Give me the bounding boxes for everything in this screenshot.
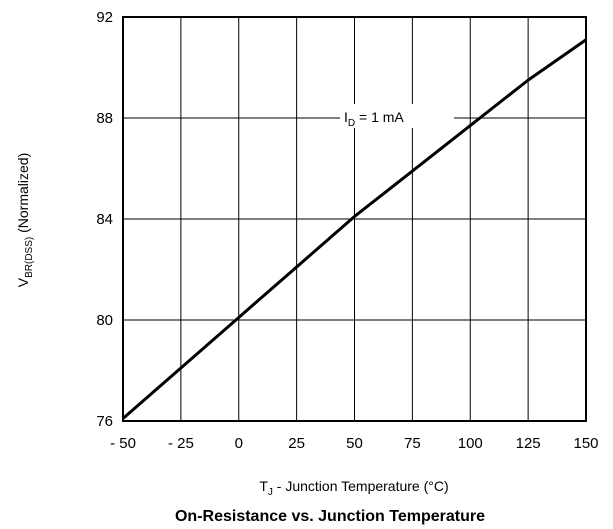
y-tick-label: 84 bbox=[96, 211, 113, 228]
chart-title: On-Resistance vs. Junction Temperature bbox=[175, 508, 485, 525]
x-axis-label-rest: - Junction Temperature (°C) bbox=[273, 478, 449, 494]
y-axis-label-subscript: BR(DSS) bbox=[24, 237, 35, 278]
x-tick-label: - 25 bbox=[168, 435, 194, 452]
x-axis-label-main: T bbox=[259, 478, 268, 494]
y-tick-label: 88 bbox=[96, 110, 113, 127]
x-tick-label: 25 bbox=[288, 435, 305, 452]
x-tick-label: 50 bbox=[346, 435, 363, 452]
annotation-label: ID = 1 mA bbox=[344, 109, 404, 129]
annotation-main: I bbox=[344, 109, 348, 125]
y-axis-label: VBR(DSS) (Normalized) bbox=[15, 153, 35, 287]
y-tick-labels: 76 80 84 88 92 bbox=[96, 9, 113, 430]
x-axis-label: TJ - Junction Temperature (°C) bbox=[259, 478, 448, 498]
grid bbox=[122, 16, 587, 422]
y-tick-label: 92 bbox=[96, 9, 113, 26]
annotation-background bbox=[340, 104, 454, 128]
x-tick-labels: - 50 - 25 0 25 50 75 100 125 150 bbox=[110, 435, 598, 452]
x-tick-label: - 50 bbox=[110, 435, 136, 452]
x-tick-label: 0 bbox=[235, 435, 243, 452]
series-line bbox=[122, 38, 587, 420]
annotation-subscript: D bbox=[348, 118, 355, 129]
series-layer bbox=[122, 38, 587, 420]
annotation-rest: = 1 mA bbox=[355, 109, 404, 125]
y-axis-label-main: V bbox=[15, 277, 31, 287]
plot-frame bbox=[122, 16, 587, 422]
y-axis-label-rest: (Normalized) bbox=[15, 153, 31, 237]
x-tick-label: 75 bbox=[404, 435, 421, 452]
y-tick-label: 76 bbox=[96, 413, 113, 430]
x-tick-label: 100 bbox=[458, 435, 483, 452]
x-tick-label: 125 bbox=[516, 435, 541, 452]
x-tick-label: 150 bbox=[573, 435, 598, 452]
x-axis-label-subscript: J bbox=[268, 487, 273, 498]
y-tick-label: 80 bbox=[96, 312, 113, 329]
